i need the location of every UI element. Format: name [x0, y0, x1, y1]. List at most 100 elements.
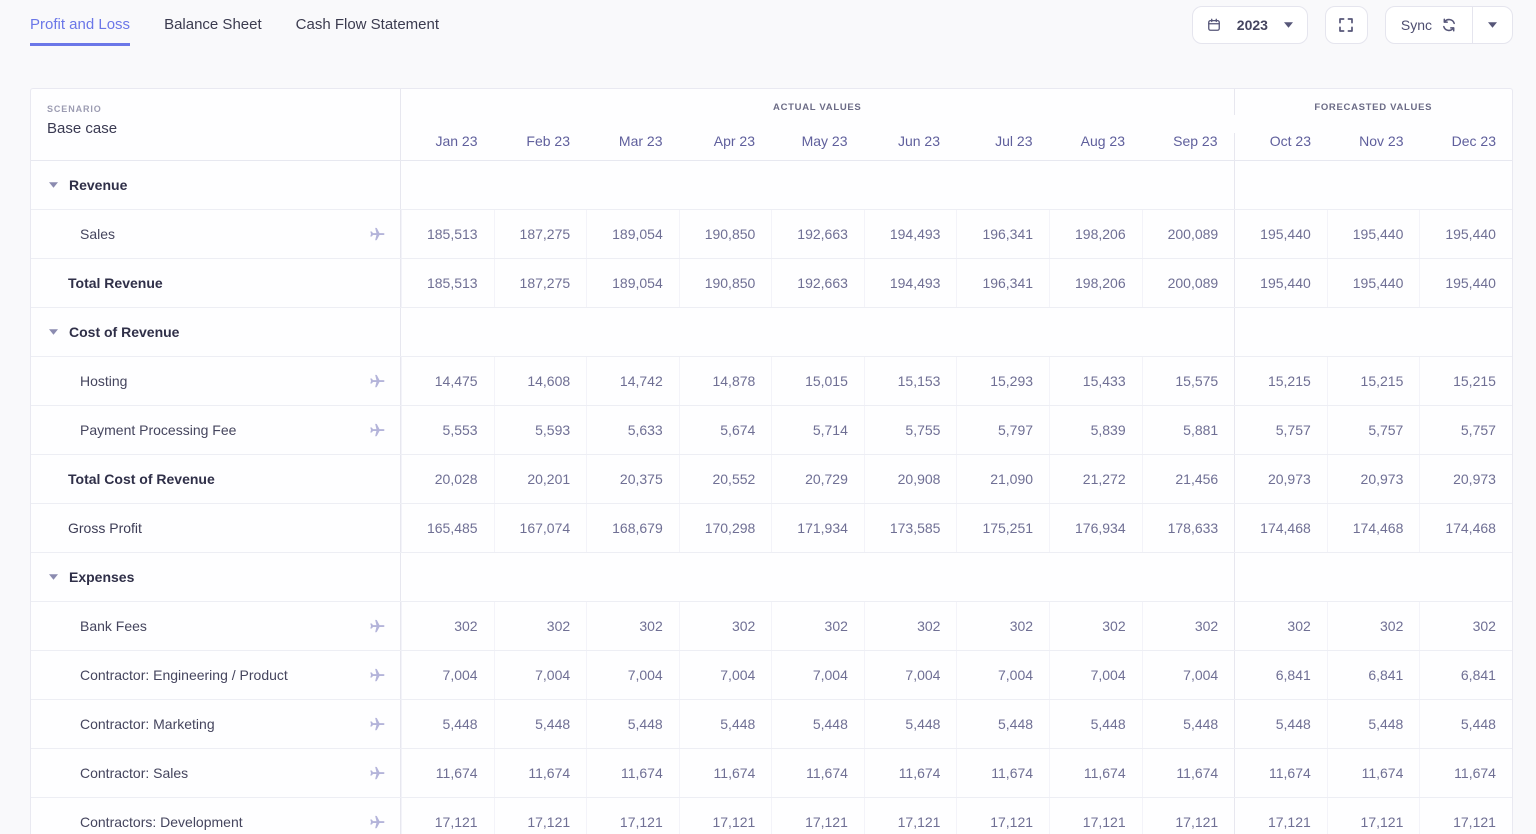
row-label-cell: Contractor: Sales [31, 749, 401, 797]
value-cell: 302 [493, 602, 587, 650]
value-cell: 17,121 [1419, 798, 1512, 834]
value-cell: 187,275 [493, 210, 587, 258]
value-cell: 15,433 [1049, 357, 1142, 405]
sync-button[interactable]: Sync [1386, 7, 1472, 43]
value-cell: 11,674 [1326, 749, 1420, 797]
value-cell: 302 [586, 602, 679, 650]
airplane-icon[interactable] [368, 715, 386, 733]
value-cell: 302 [401, 602, 494, 650]
value-cell: 7,004 [586, 651, 679, 699]
table-row: Total Cost of Revenue 20,028 20,201 20,375 2… [31, 455, 1512, 504]
value-cell: 7,004 [771, 651, 864, 699]
table-row: Gross Profit 165,485 167,074 168,679 170,298… [31, 504, 1512, 553]
month-header: Nov 23 [1359, 133, 1404, 149]
tab-profit-and-loss[interactable]: Profit and Loss [30, 0, 131, 46]
row-label: Bank Fees [80, 618, 147, 634]
value-cell: 11,674 [771, 749, 864, 797]
value-cell: 5,593 [493, 406, 587, 454]
value-cell: 17,121 [1234, 798, 1327, 834]
airplane-icon[interactable] [368, 372, 386, 390]
value-cell: 6,841 [1234, 651, 1327, 699]
value-cell: 11,674 [678, 749, 772, 797]
value-cell: 7,004 [1049, 651, 1142, 699]
value-cell [401, 161, 494, 209]
value-cell [864, 553, 957, 601]
value-cell [771, 161, 864, 209]
value-cell: 5,757 [1326, 406, 1420, 454]
value-cell [679, 161, 772, 209]
value-cell: 11,674 [1419, 749, 1512, 797]
value-cell: 14,742 [586, 357, 679, 405]
value-cell: 5,633 [586, 406, 679, 454]
airplane-icon[interactable] [368, 225, 386, 243]
value-cell [586, 161, 679, 209]
value-cell: 7,004 [401, 651, 494, 699]
table-row: Hosting 14,475 14,608 14,742 14,878 15,015 15,… [31, 357, 1512, 406]
fullscreen-button[interactable] [1324, 6, 1368, 44]
airplane-icon[interactable] [368, 764, 386, 782]
refresh-icon [1441, 17, 1457, 33]
value-cell [1327, 308, 1420, 356]
section-row[interactable]: Revenue [31, 161, 1512, 210]
section-row[interactable]: Expenses [31, 553, 1512, 602]
value-cell: 6,841 [1326, 651, 1420, 699]
row-label-cell: Contractors: Development [31, 798, 401, 834]
month-header: Sep 23 [1173, 133, 1218, 149]
value-cell: 198,206 [1049, 210, 1142, 258]
value-cell: 17,121 [678, 798, 772, 834]
row-label-cell: Cost of Revenue [31, 308, 401, 356]
tab-cash-flow-statement[interactable]: Cash Flow Statement [295, 16, 440, 33]
row-label-cell: Payment Processing Fee [31, 406, 401, 454]
value-cell [1233, 161, 1328, 209]
toolbar-controls: 2023 Sync [1191, 6, 1513, 44]
value-cell [1420, 553, 1513, 601]
table-row: Payment Processing Fee 5,553 5,593 5,633 5,6… [31, 406, 1512, 455]
table-row: Contractor: Sales 11,674 11,674 11,674 11,67… [31, 749, 1512, 798]
value-cell: 15,575 [1141, 357, 1235, 405]
value-cell: 190,850 [678, 259, 772, 307]
value-cell [864, 161, 957, 209]
tab-balance-sheet[interactable]: Balance Sheet [164, 16, 262, 33]
value-cell: 20,908 [863, 455, 957, 503]
collapse-caret-icon[interactable] [49, 329, 58, 335]
sync-dropdown-button[interactable] [1473, 7, 1512, 43]
value-cell: 200,089 [1141, 210, 1235, 258]
value-cell [1233, 308, 1328, 356]
value-cell [679, 308, 772, 356]
value-cell [956, 553, 1049, 601]
value-cell: 20,973 [1419, 455, 1512, 503]
value-cell: 17,121 [401, 798, 494, 834]
value-cell: 5,553 [401, 406, 494, 454]
table-row: Contractor: Engineering / Product 7,004 7,… [31, 651, 1512, 700]
value-cell: 5,448 [771, 700, 864, 748]
row-label-cell: Bank Fees [31, 602, 401, 650]
airplane-icon[interactable] [368, 813, 386, 831]
value-cell: 17,121 [1141, 798, 1235, 834]
month-header: Jun 23 [897, 133, 940, 149]
value-cell: 200,089 [1141, 259, 1235, 307]
airplane-icon[interactable] [368, 421, 386, 439]
table-body: Revenue Sales 185,513 187,275 189,054 190,850… [31, 161, 1512, 834]
value-cell: 5,448 [1049, 700, 1142, 748]
calendar-icon [1207, 18, 1221, 32]
collapse-caret-icon[interactable] [49, 182, 58, 188]
fullscreen-icon [1338, 17, 1354, 33]
row-label: Contractor: Engineering / Product [80, 667, 288, 683]
value-cell: 7,004 [956, 651, 1049, 699]
value-cell: 5,448 [1234, 700, 1327, 748]
value-cell: 5,714 [771, 406, 864, 454]
value-cell [586, 553, 679, 601]
value-cell: 11,674 [493, 749, 587, 797]
value-cell: 185,513 [401, 210, 494, 258]
airplane-icon[interactable] [368, 617, 386, 635]
value-cell [771, 308, 864, 356]
year-selector-button[interactable]: 2023 [1191, 6, 1308, 44]
section-row[interactable]: Cost of Revenue [31, 308, 1512, 357]
row-label: Payment Processing Fee [80, 422, 237, 438]
value-cell: 17,121 [863, 798, 957, 834]
value-cell: 195,440 [1326, 259, 1420, 307]
airplane-icon[interactable] [368, 666, 386, 684]
collapse-caret-icon[interactable] [49, 574, 58, 580]
value-cell: 190,850 [678, 210, 772, 258]
value-cell: 171,934 [771, 504, 864, 552]
